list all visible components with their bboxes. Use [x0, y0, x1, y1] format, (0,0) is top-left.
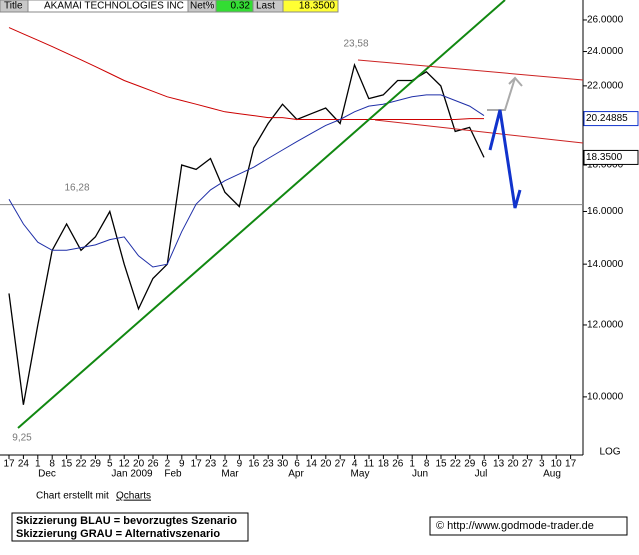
header-net: 0.32: [231, 1, 251, 12]
price-line: [8, 94, 485, 268]
y-tick-label: 18.0000: [587, 160, 624, 171]
x-tick-label: 26: [147, 459, 159, 470]
x-tick-label: 2: [165, 459, 171, 470]
x-tick-label: 29: [464, 459, 476, 470]
x-tick-label: 23: [205, 459, 217, 470]
x-tick-label: 20: [133, 459, 145, 470]
scenario-arrow: [488, 109, 522, 209]
x-tick-label: 10: [551, 459, 563, 470]
trend-line: [17, 0, 506, 429]
plot-area: [0, 27, 583, 405]
legend-blue: Skizzierung BLAU = bevorzugtes Szenario: [16, 515, 237, 527]
y-tick-label: 26.0000: [587, 15, 624, 26]
x-tick-label: 2: [222, 459, 228, 470]
x-tick-label: 17: [191, 459, 203, 470]
y-tick-label: 10.0000: [587, 392, 624, 403]
x-tick-label: 27: [335, 459, 347, 470]
month-label: Jul: [475, 469, 488, 480]
scenario-arrowhead: [508, 76, 523, 87]
x-tick-label: 20: [320, 459, 332, 470]
annotation: 16,28: [64, 183, 89, 194]
credit-link[interactable]: Qcharts: [116, 491, 151, 502]
x-tick-label: 26: [392, 459, 404, 470]
annotation: 9,25: [12, 433, 32, 444]
price-line: [8, 62, 485, 405]
y-tick-label: 22.0000: [587, 81, 624, 92]
value-tag-label: 18.3500: [586, 152, 623, 163]
x-tick-label: 27: [522, 459, 534, 470]
x-tick-label: 11: [364, 459, 375, 470]
x-tick-label: 30: [277, 459, 289, 470]
month-label: Jun: [412, 469, 428, 480]
x-tick-label: 4: [352, 459, 358, 470]
trend-line: [357, 59, 584, 81]
value-tag: [583, 149, 639, 165]
x-tick-label: 29: [90, 459, 102, 470]
x-tick-label: 18: [378, 459, 390, 470]
x-tick-label: 24: [18, 459, 30, 470]
y-tick-label: 16.0000: [587, 206, 624, 217]
month-label: May: [351, 469, 370, 480]
x-tick-label: 20: [507, 459, 519, 470]
x-tick-label: 22: [450, 459, 462, 470]
month-label: Aug: [543, 469, 561, 480]
x-tick-label: 1: [35, 459, 41, 470]
x-tick-label: 15: [61, 459, 73, 470]
value-tag-label: 20.24885: [586, 113, 628, 124]
scenario-arrow: [487, 77, 516, 111]
month-label: Mar: [221, 469, 239, 480]
x-tick-label: 15: [435, 459, 447, 470]
x-tick-label: 17: [3, 459, 15, 470]
month-label: Jan 2009: [111, 469, 153, 480]
x-tick-label: 23: [263, 459, 275, 470]
x-tick-label: 13: [493, 459, 505, 470]
header-last-label: Last: [256, 1, 275, 12]
x-tick-label: 5: [107, 459, 113, 470]
credit: Chart erstellt mit: [36, 491, 109, 502]
header-last: 18.3500: [299, 1, 336, 12]
scale-label: LOG: [599, 447, 620, 458]
header-cell: [282, 0, 339, 13]
header-name: AKAMAI TECHNOLOGIES INC: [44, 1, 184, 12]
month-label: Apr: [288, 469, 304, 480]
x-tick-label: 1: [409, 459, 415, 470]
x-tick-label: 3: [539, 459, 545, 470]
y-tick-label: 12.0000: [587, 320, 624, 331]
url[interactable]: © http://www.godmode-trader.de: [436, 520, 594, 532]
header-net-label: Net%: [190, 1, 215, 12]
x-tick-label: 8: [424, 459, 430, 470]
legend-box: [11, 512, 249, 542]
y-tick-label: 14.0000: [587, 259, 624, 270]
value-tag: [583, 111, 639, 127]
x-tick-label: 22: [75, 459, 87, 470]
legend-gray: Skizzierung GRAU = Alternativszenario: [16, 528, 220, 540]
url-box: [429, 516, 628, 536]
y-tick-label: 24.0000: [587, 46, 624, 57]
x-tick-label: 12: [119, 459, 131, 470]
header-title-label: Title: [4, 1, 23, 12]
month-label: Dec: [38, 469, 56, 480]
x-tick-label: 9: [237, 459, 243, 470]
x-tick-label: 16: [248, 459, 260, 470]
month-label: Feb: [164, 469, 182, 480]
x-tick-label: 8: [49, 459, 55, 470]
x-tick-label: 17: [565, 459, 577, 470]
x-tick-label: 6: [481, 459, 487, 470]
price-line: [8, 27, 484, 120]
x-tick-label: 6: [294, 459, 300, 470]
header: Title AKAMAI TECHNOLOGIES INC Net% 0.32 …: [0, 0, 339, 13]
x-tick-label: 9: [179, 459, 185, 470]
x-tick-label: 14: [306, 459, 318, 470]
annotation: 23,58: [343, 39, 368, 50]
trend-line: [374, 119, 584, 144]
